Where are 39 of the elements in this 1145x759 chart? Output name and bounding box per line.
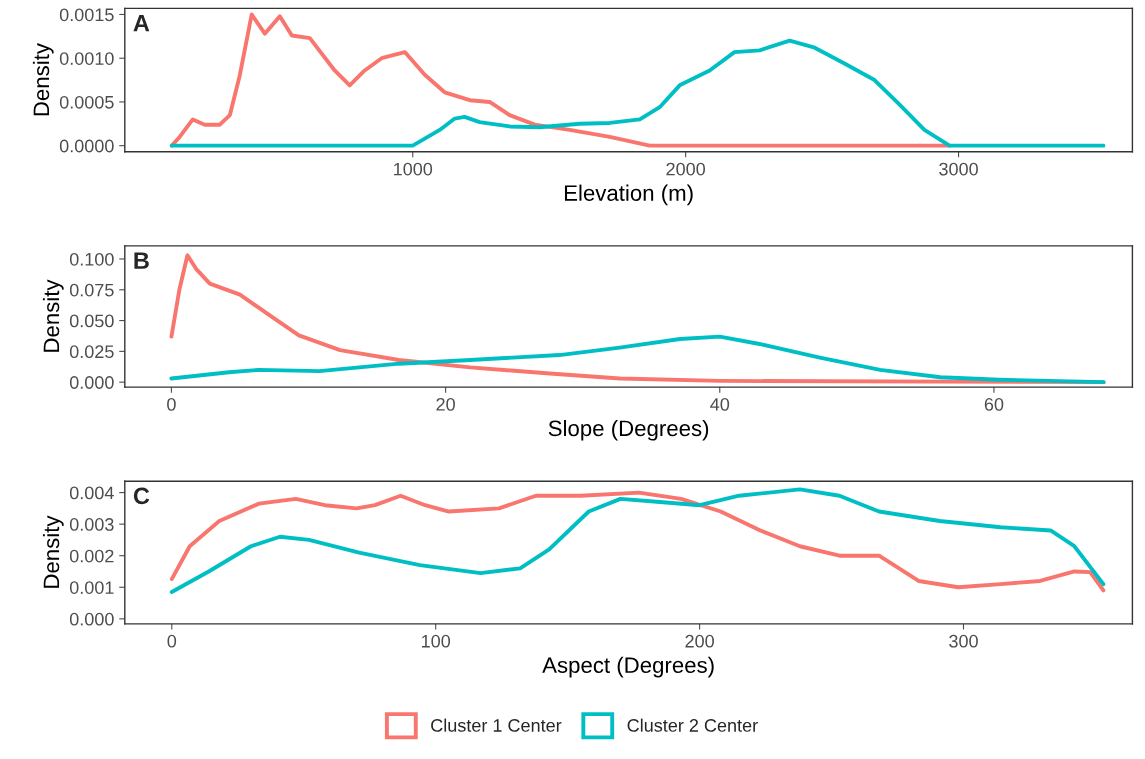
y-axis-title: Density xyxy=(42,515,64,588)
x-axis-title: Slope (Degrees) xyxy=(548,419,709,441)
y-tick-label: 0.003 xyxy=(69,518,114,531)
x-axis-title: Elevation (m) xyxy=(564,184,693,206)
chart-title: B xyxy=(134,252,149,269)
x-axis-title: Aspect (Degrees) xyxy=(542,656,714,678)
y-tick-label: 0.001 xyxy=(69,581,114,594)
x-tick-label: 2000 xyxy=(666,162,706,176)
y-tick-label: 0.000 xyxy=(69,376,114,389)
x-tick-label: 100 xyxy=(422,634,451,648)
y-tick-label: 0.100 xyxy=(69,252,114,266)
line-series xyxy=(169,12,952,148)
x-tick-label: 300 xyxy=(949,634,978,648)
y-tick-label: 0.0000 xyxy=(59,139,114,153)
line-series xyxy=(169,334,1106,385)
chart-title: A xyxy=(133,14,150,32)
y-tick-label: 0.0015 xyxy=(59,8,114,22)
y-tick-label: 0.0005 xyxy=(59,95,114,109)
x-tick-label: 0 xyxy=(167,397,176,411)
legend-label: Cluster 1 Center xyxy=(431,718,562,732)
x-tick-label: 200 xyxy=(685,634,714,648)
y-tick-label: 0.050 xyxy=(69,314,114,328)
x-tick-label: 0 xyxy=(167,634,177,648)
y-axis-title: Density xyxy=(32,43,54,116)
chart-title: C xyxy=(133,487,150,505)
y-axis-title: Density xyxy=(42,279,64,352)
y-tick-label: 0.025 xyxy=(69,345,114,359)
x-tick-label: 1000 xyxy=(394,162,433,176)
y-tick-label: 0.075 xyxy=(69,283,114,297)
x-tick-label: 3000 xyxy=(939,162,978,176)
x-tick-label: 20 xyxy=(436,397,455,411)
y-tick-label: 0.0010 xyxy=(59,52,114,65)
y-tick-label: 0.004 xyxy=(69,486,114,500)
legend-label: Cluster 2 Center xyxy=(627,718,758,732)
y-tick-label: 0.000 xyxy=(69,612,114,626)
line-series xyxy=(169,38,1106,148)
x-tick-label: 60 xyxy=(984,397,1004,411)
y-tick-label: 0.002 xyxy=(69,549,114,563)
x-tick-label: 40 xyxy=(710,397,730,411)
